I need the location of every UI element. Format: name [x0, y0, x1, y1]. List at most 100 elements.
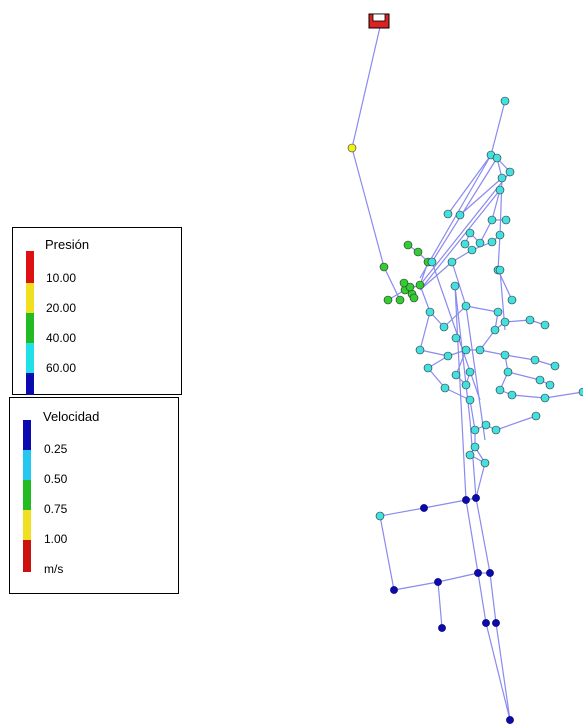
junction-node [383, 295, 393, 305]
reservoir-opening [372, 13, 386, 22]
junction-node [467, 245, 477, 255]
pipe-link [379, 507, 425, 517]
pipe-link [497, 234, 501, 271]
pipe-link [419, 311, 431, 351]
velocity-label: 0.25 [44, 442, 68, 456]
junction-node [487, 237, 497, 247]
junction-node [492, 153, 502, 163]
junction-node [486, 569, 494, 577]
pipe-link [485, 622, 511, 721]
junction-node [474, 569, 482, 577]
junction-node [503, 367, 513, 377]
pipe-link [491, 189, 501, 221]
pipe-link [419, 189, 501, 291]
junction-node [439, 322, 449, 332]
pipe-link [351, 147, 385, 268]
junction-node [490, 325, 500, 335]
pressure-swatch-green [26, 313, 34, 343]
pressure-swatch-red [26, 251, 34, 283]
velocity-swatch-red [23, 540, 31, 572]
pressure-label: 40.00 [46, 331, 77, 345]
junction-node [472, 494, 480, 502]
junction-node [475, 238, 485, 248]
junction-node [480, 458, 490, 468]
pipe-link [544, 391, 583, 399]
pipe-link [497, 269, 513, 301]
junction-node [506, 716, 514, 724]
pipe-link [437, 572, 479, 583]
junction-node [440, 383, 450, 393]
junction-node [443, 351, 453, 361]
pipe-link [431, 157, 498, 263]
pipe-link [351, 26, 381, 149]
junction-node [530, 355, 540, 365]
pipe-link [427, 367, 446, 389]
pipe-link [454, 285, 467, 501]
junction-node [375, 511, 385, 521]
junction-node [461, 301, 471, 311]
junction-node [540, 393, 550, 403]
junction-node [427, 257, 437, 267]
velocity-label: 1.00 [44, 532, 68, 546]
junction-node [535, 375, 545, 385]
pipe-link [443, 305, 467, 328]
junction-node [465, 450, 475, 460]
junction-node [507, 295, 517, 305]
velocity-swatch-cyan [23, 450, 31, 480]
pipe-link [495, 622, 511, 721]
pressure-legend-title: Presión [45, 237, 90, 252]
pipe-link [437, 581, 443, 629]
velocity-swatch-green [23, 480, 31, 510]
pipe-link [479, 219, 493, 244]
junction-node [545, 380, 555, 390]
junction-node [492, 619, 500, 627]
junction-node [465, 367, 475, 377]
pipe-link [419, 349, 449, 357]
junction-node [495, 230, 505, 240]
junction-node [500, 317, 510, 327]
velocity-label: 0.75 [44, 502, 68, 516]
pipe-link [393, 581, 439, 591]
pipe-link [490, 100, 506, 156]
reservoir-icon [368, 13, 390, 29]
pipe-link [511, 394, 546, 399]
pressure-swatch-yellow [26, 283, 34, 313]
junction-node [493, 307, 503, 317]
junction-node [470, 442, 480, 452]
pipe-link [447, 154, 492, 215]
velocity-legend-title: Velocidad [43, 409, 100, 424]
pipe-link [469, 419, 477, 499]
junction-node [495, 185, 505, 195]
junction-node [465, 395, 475, 405]
junction-node [455, 210, 465, 220]
pipe-link [383, 266, 401, 301]
pipe-link [451, 261, 467, 307]
pipe-link [475, 497, 491, 574]
pressure-legend: Presión 10.00 20.00 40.00 60.00 [12, 227, 182, 395]
pipe-link [465, 305, 499, 313]
pipe-link [477, 572, 487, 624]
velocity-swatch-yellow [23, 510, 31, 540]
junction-node [481, 420, 491, 430]
junction-node [423, 363, 433, 373]
junction-node [550, 361, 560, 371]
pipe-link [495, 415, 537, 431]
junction-node [495, 385, 505, 395]
junction-node [531, 411, 541, 421]
junction-node [434, 578, 442, 586]
junction-node [405, 282, 415, 292]
velocity-label: 0.50 [44, 472, 68, 486]
junction-node [415, 280, 425, 290]
junction-node [395, 295, 405, 305]
junction-node [451, 333, 461, 343]
pressure-label: 20.00 [46, 301, 77, 315]
junction-node [578, 387, 583, 397]
junction-node [497, 173, 507, 183]
pipe-link [465, 499, 479, 574]
pipe-link [423, 499, 467, 509]
pipe-link [504, 354, 536, 361]
junction-node [415, 345, 425, 355]
junction-node [399, 278, 409, 288]
junction-node [379, 262, 389, 272]
